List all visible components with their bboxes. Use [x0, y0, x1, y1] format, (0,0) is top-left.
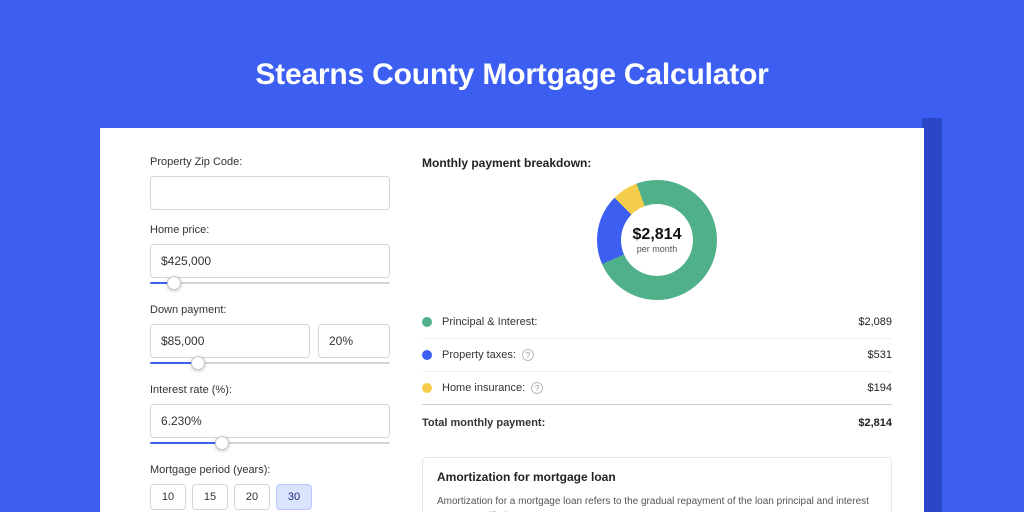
- down-group: Down payment:: [150, 304, 390, 370]
- zip-input[interactable]: [150, 176, 390, 210]
- period-button-10[interactable]: 10: [150, 484, 186, 510]
- legend-label: Home insurance:?: [442, 382, 868, 394]
- donut-chart: $2,814 per month: [422, 174, 892, 306]
- slider-thumb[interactable]: [167, 276, 181, 290]
- rate-slider[interactable]: [150, 436, 390, 450]
- donut-amount: $2,814: [633, 226, 682, 244]
- period-group: Mortgage period (years): 10152030: [150, 464, 390, 510]
- rate-input[interactable]: [150, 404, 390, 438]
- legend-dot: [422, 383, 432, 393]
- legend-row: Home insurance:?$194: [422, 371, 892, 404]
- page-background: Stearns County Mortgage Calculator Prope…: [0, 0, 1024, 512]
- price-label: Home price:: [150, 224, 390, 236]
- down-label: Down payment:: [150, 304, 390, 316]
- slider-thumb[interactable]: [191, 356, 205, 370]
- legend-value: $194: [868, 382, 892, 394]
- period-button-30[interactable]: 30: [276, 484, 312, 510]
- page-title: Stearns County Mortgage Calculator: [0, 0, 1024, 92]
- period-button-15[interactable]: 15: [192, 484, 228, 510]
- down-percent-input[interactable]: [318, 324, 390, 358]
- zip-label: Property Zip Code:: [150, 156, 390, 168]
- legend-row: Property taxes:?$531: [422, 338, 892, 371]
- rate-label: Interest rate (%):: [150, 384, 390, 396]
- amortization-section: Amortization for mortgage loan Amortizat…: [422, 457, 892, 512]
- donut-sublabel: per month: [637, 244, 678, 254]
- legend-value: $531: [868, 349, 892, 361]
- legend-label: Property taxes:?: [442, 349, 868, 361]
- donut-center: $2,814 per month: [621, 204, 693, 276]
- legend-value: $2,089: [858, 316, 892, 328]
- breakdown-title: Monthly payment breakdown:: [422, 156, 892, 170]
- legend-dot: [422, 350, 432, 360]
- total-row: Total monthly payment: $2,814: [422, 404, 892, 439]
- total-value: $2,814: [858, 417, 892, 429]
- breakdown-column: Monthly payment breakdown: $2,814 per mo…: [422, 156, 892, 512]
- amortization-text: Amortization for a mortgage loan refers …: [437, 494, 877, 512]
- legend-label: Principal & Interest:: [442, 316, 858, 328]
- legend-row: Principal & Interest:$2,089: [422, 306, 892, 338]
- zip-group: Property Zip Code:: [150, 156, 390, 210]
- down-amount-input[interactable]: [150, 324, 310, 358]
- rate-group: Interest rate (%):: [150, 384, 390, 450]
- down-slider[interactable]: [150, 356, 390, 370]
- inputs-column: Property Zip Code: Home price: Down paym…: [150, 156, 390, 512]
- info-icon[interactable]: ?: [531, 382, 543, 394]
- card-shadow: [922, 118, 942, 512]
- price-slider[interactable]: [150, 276, 390, 290]
- breakdown-legend: Principal & Interest:$2,089Property taxe…: [422, 306, 892, 404]
- total-label: Total monthly payment:: [422, 417, 858, 429]
- donut-ring: $2,814 per month: [597, 180, 717, 300]
- calculator-card: Property Zip Code: Home price: Down paym…: [100, 128, 924, 512]
- info-icon[interactable]: ?: [522, 349, 534, 361]
- legend-dot: [422, 317, 432, 327]
- amortization-title: Amortization for mortgage loan: [437, 470, 877, 484]
- period-buttons: 10152030: [150, 484, 390, 510]
- slider-thumb[interactable]: [215, 436, 229, 450]
- period-button-20[interactable]: 20: [234, 484, 270, 510]
- period-label: Mortgage period (years):: [150, 464, 390, 476]
- price-input[interactable]: [150, 244, 390, 278]
- price-group: Home price:: [150, 224, 390, 290]
